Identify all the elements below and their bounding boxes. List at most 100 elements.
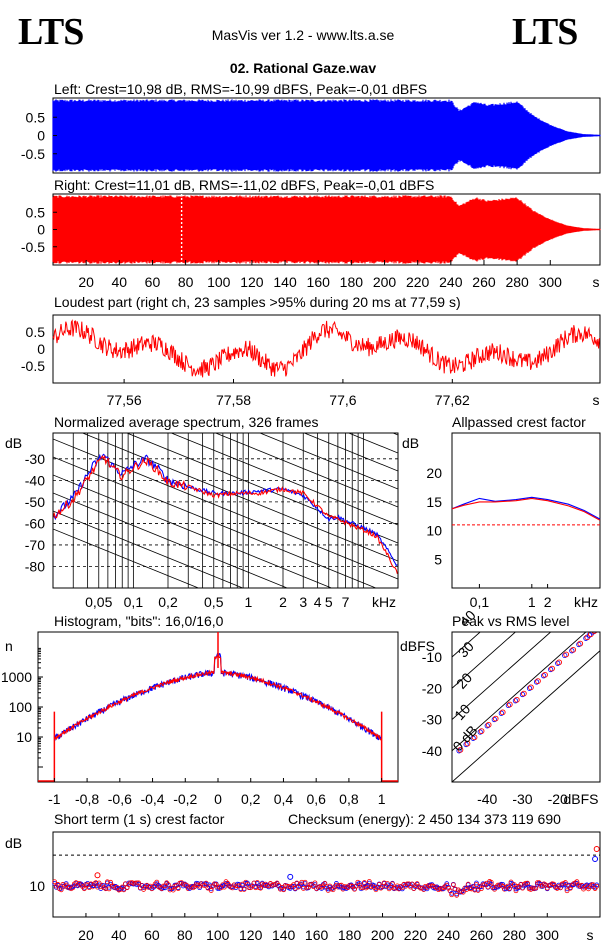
loudest-part-ytick-label: 0 [37, 341, 45, 357]
short-term-crest-xtick-label: 160 [305, 927, 329, 943]
peak-rms-diagonal [452, 632, 587, 752]
peak-rms-ytick-label: -20 [422, 680, 442, 696]
peak-rms-diagonal-label: 40 [456, 607, 478, 629]
spectrum-series-blue [53, 453, 398, 567]
spectrum-series-red [53, 454, 398, 575]
left-waveform-ytick-label: 0.5 [26, 109, 46, 125]
short-term-crest-point-right [302, 879, 308, 885]
short-term-crest-point-right [525, 880, 530, 886]
time-axis-tick-label: 100 [207, 274, 231, 290]
short-term-crest-point-right [366, 879, 372, 884]
short-term-crest-point-right [136, 880, 142, 886]
short-term-crest-point-right [488, 879, 494, 885]
peak-rms-xtick-label: -40 [477, 791, 497, 807]
peak-rms-point-left [548, 666, 554, 673]
spectrum-ytick-label: -70 [25, 537, 45, 553]
time-axis-tick-label: 260 [472, 274, 496, 290]
short-term-crest-xtick-label: 140 [272, 927, 296, 943]
peak-rms-point-right [570, 646, 577, 653]
peak-rms-ytick-label: -40 [422, 743, 442, 759]
crest-allpass-x-unit: kHz [574, 594, 598, 610]
spectrum-xtick-label: 3 [299, 594, 307, 610]
peak-rms-point-right [556, 659, 562, 666]
left-channel-title: Left: Crest=10,98 dB, RMS=-10,99 dBFS, P… [54, 81, 428, 97]
histogram-xtick-label: 1 [378, 791, 386, 807]
short-term-crest-point-left [126, 880, 132, 886]
loudest-part-xtick-label: 77,62 [435, 392, 470, 408]
time-axis-tick-label: 60 [145, 274, 161, 290]
spectrum-ylabel: dB [5, 435, 22, 451]
short-term-crest-xtick-label: 40 [111, 927, 127, 943]
spectrum-diagonal [170, 433, 398, 526]
short-term-crest-ytick-label: 10 [29, 878, 45, 894]
short-term-crest-point-left [357, 881, 362, 886]
short-term-crest-xtick-label: 20 [78, 927, 94, 943]
spectrum-xtick-label: 2 [279, 594, 287, 610]
time-axis-tick-label: 300 [539, 274, 563, 290]
short-term-crest-point-right [472, 887, 478, 893]
peak-rms-diagonal [452, 632, 517, 689]
peak-rms-diagonal-label: 10 [451, 701, 473, 723]
short-term-crest-point-right [478, 886, 484, 892]
loudest-part-xtick-label: 77,58 [216, 392, 251, 408]
peak-rms-ytick-label: -30 [422, 712, 442, 728]
short-term-crest-point-right [449, 892, 455, 898]
brand-logo-left: LTS [18, 11, 84, 53]
short-term-crest-outlier [592, 856, 599, 863]
spectrum-ytick-label: -40 [25, 472, 45, 488]
checksum-text: Checksum (energy): 2 450 134 373 119 690 [288, 811, 561, 827]
short-term-crest-point-right [170, 887, 176, 893]
peak-rms-xlabel: dBFS [563, 791, 598, 807]
peak-rms-point-right [478, 728, 485, 734]
short-term-crest-point-right [281, 887, 287, 893]
short-term-crest-point-right [365, 884, 371, 890]
right-waveform-signal [52, 195, 601, 264]
short-term-crest-xtick-label: 200 [371, 927, 395, 943]
short-term-crest-xtick-label: 180 [338, 927, 362, 943]
short-term-crest-point-left [162, 885, 168, 891]
peak-rms-title: Peak vs RMS level [452, 613, 570, 629]
short-term-crest-point-right [485, 884, 491, 890]
peak-rms-diagonal-label: 20 [453, 669, 475, 691]
short-term-crest-point-right [165, 882, 171, 888]
spectrum-diagonal [125, 433, 398, 544]
peak-rms-point-left [562, 652, 568, 659]
short-term-crest-outlier [593, 846, 600, 852]
spectrum-diagonal [258, 433, 398, 490]
peak-rms-point-right [549, 665, 555, 672]
short-term-crest-point-right [81, 886, 87, 892]
crest-allpass-ytick-label: 10 [426, 523, 442, 539]
spectrum-grid [53, 433, 398, 588]
crest-allpass-ytick-label: 5 [434, 551, 442, 567]
app-title: MasVis ver 1.2 - www.lts.a.se [211, 27, 395, 43]
peak-rms-point-left [590, 632, 596, 635]
short-term-crest-xtick-label: 260 [470, 927, 494, 943]
short-term-crest-point-right [312, 880, 318, 886]
short-term-crest-point-right [238, 886, 244, 892]
spectrum-ytick-label: -30 [25, 451, 45, 467]
peak-rms-point-left [456, 748, 462, 754]
peak-rms-point-left [576, 641, 582, 648]
short-term-crest-xtick-label: 120 [239, 927, 263, 943]
spectrum-diagonal [81, 433, 398, 562]
loudest-part-signal [52, 319, 600, 378]
short-term-crest-point-right [564, 888, 570, 894]
peak-rms-point-right [528, 684, 534, 691]
peak-rms-point-right [506, 701, 513, 708]
crest-allpass-series-red [451, 497, 601, 521]
peak-rms-ylabel: dBFS [400, 638, 435, 654]
loudest-part-x-unit: s [593, 392, 600, 408]
crest-allpass-ytick-label: 20 [426, 465, 442, 481]
loudest-part-title: Loudest part (right ch, 23 samples >95% … [54, 294, 461, 310]
peak-rms-point-left [555, 660, 561, 666]
time-axis-tick-label: 280 [505, 274, 529, 290]
histogram-ytick-label: 10 [16, 729, 32, 745]
peak-rms-point-right [535, 678, 541, 684]
short-term-crest-ylabel: dB [5, 835, 22, 851]
short-term-crest-point-right [454, 892, 460, 898]
histogram-xtick-label: 0,2 [241, 791, 261, 807]
peak-rms-point-left [583, 635, 589, 641]
short-term-crest-point-right [52, 879, 58, 885]
peak-rms-point-left [569, 648, 575, 654]
short-term-crest-outlier [287, 873, 294, 880]
